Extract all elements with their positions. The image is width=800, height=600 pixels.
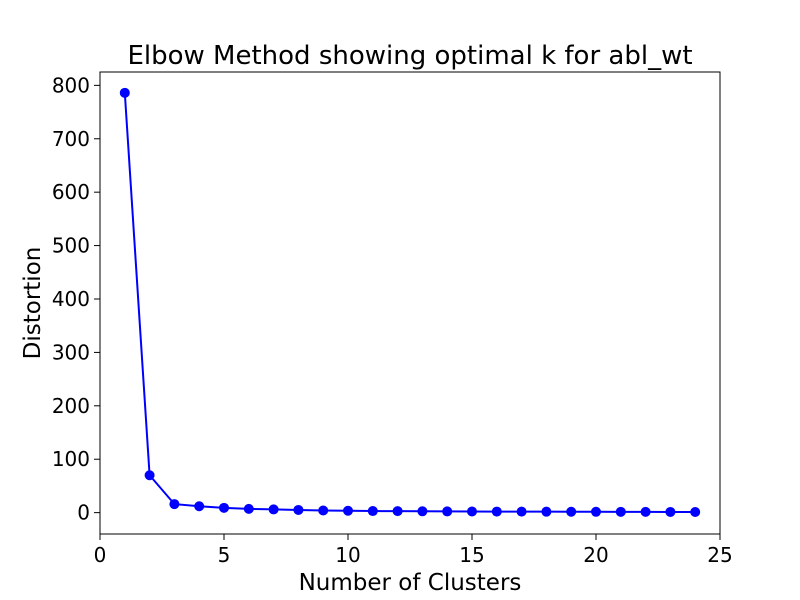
data-point — [268, 504, 279, 515]
y-tick-label: 200 — [52, 394, 90, 418]
data-point — [690, 506, 701, 517]
data-point — [392, 506, 403, 517]
data-point — [367, 506, 378, 517]
data-point — [194, 501, 205, 512]
data-point — [665, 506, 676, 517]
data-point — [591, 506, 601, 517]
data-point — [491, 506, 502, 517]
y-tick-label: 500 — [52, 234, 90, 258]
data-point — [243, 503, 254, 514]
data-point — [516, 506, 527, 517]
data-point — [293, 504, 304, 515]
data-point — [615, 506, 626, 517]
x-tick-label: 20 — [583, 543, 608, 567]
y-tick-label: 300 — [52, 340, 90, 364]
x-tick-label: 0 — [94, 543, 107, 567]
data-point — [541, 506, 552, 517]
x-axis-label: Number of Clusters — [299, 570, 522, 596]
x-tick-label: 25 — [707, 543, 732, 567]
data-point — [219, 502, 229, 513]
x-tick-label: 10 — [335, 543, 360, 567]
y-tick-label: 600 — [52, 180, 90, 204]
data-point — [566, 506, 577, 517]
y-tick-label: 100 — [52, 447, 90, 471]
data-point — [144, 470, 155, 481]
data-point — [640, 506, 651, 517]
x-tick-label: 15 — [459, 543, 484, 567]
plot-area — [99, 71, 721, 535]
y-tick-label: 800 — [52, 73, 90, 97]
data-point — [442, 506, 453, 517]
data-point — [417, 506, 428, 517]
y-tick-label: 0 — [77, 501, 90, 525]
y-axis-label: Distortion — [20, 247, 46, 360]
series-layer — [119, 87, 701, 517]
y-tick-label: 400 — [52, 287, 90, 311]
x-tick-label: 5 — [218, 543, 231, 567]
y-axis: 0 100 200 300 400 500 600 700 800 — [52, 73, 100, 525]
x-axis: 0 5 10 15 20 25 — [94, 534, 733, 567]
data-point — [343, 505, 353, 516]
data-point — [119, 87, 130, 98]
data-point — [318, 505, 329, 516]
chart-title: Elbow Method showing optimal k for abl_w… — [127, 41, 692, 71]
y-tick-label: 700 — [52, 127, 90, 151]
data-point — [169, 499, 180, 510]
data-point — [467, 506, 477, 517]
